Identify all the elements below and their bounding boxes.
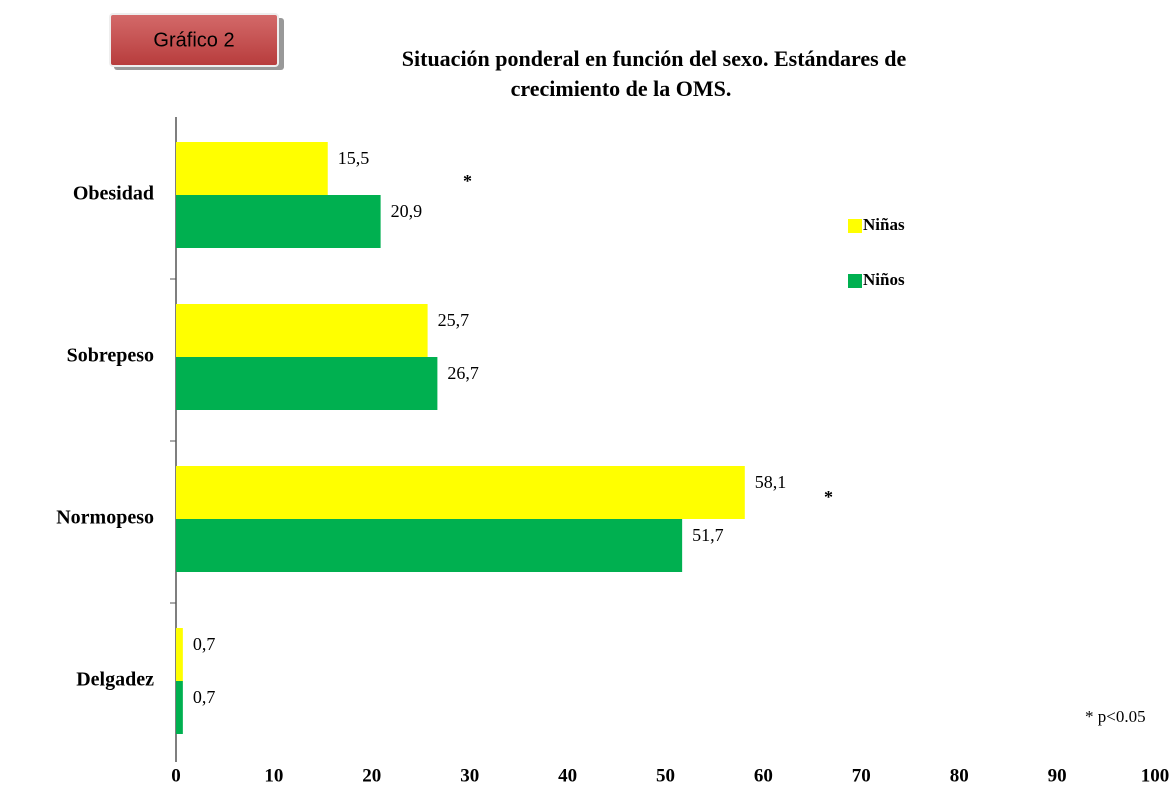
bar	[176, 142, 328, 195]
value-label: 0,7	[193, 687, 216, 707]
bar	[176, 466, 745, 519]
badge	[109, 13, 279, 67]
x-tick-label: 90	[1048, 765, 1067, 786]
value-label: 51,7	[692, 525, 724, 545]
x-tick-label: 30	[460, 765, 479, 786]
x-tick-label: 40	[558, 765, 577, 786]
bar	[176, 304, 428, 357]
x-tick-label: 70	[852, 765, 871, 786]
value-label: 58,1	[755, 472, 787, 492]
chart-title: crecimiento de la OMS.	[511, 76, 732, 101]
annotation: *	[463, 171, 472, 191]
chart-title: Situación ponderal en función del sexo. …	[402, 46, 907, 71]
y-tick-label: Normopeso	[56, 507, 154, 529]
bar	[176, 519, 683, 572]
bar	[176, 357, 438, 410]
legend-swatch	[848, 274, 862, 288]
legend-label: Niñas	[863, 215, 905, 234]
y-tick-label: Sobrepeso	[67, 345, 154, 367]
badge-text: Gráfico 2	[153, 29, 234, 51]
legend-label: Niños	[863, 270, 905, 289]
value-label: 15,5	[338, 148, 370, 168]
value-label: 25,7	[438, 310, 470, 330]
x-tick-label: 100	[1141, 765, 1169, 786]
bar	[176, 195, 381, 248]
bar	[176, 681, 183, 734]
x-tick-label: 10	[264, 765, 283, 786]
x-tick-label: 20	[362, 765, 381, 786]
legend-swatch	[848, 219, 862, 233]
annotation: *	[824, 487, 833, 507]
value-label: 26,7	[447, 363, 479, 383]
y-tick-label: Delgadez	[76, 669, 154, 691]
x-tick-label: 60	[754, 765, 773, 786]
y-tick-label: Obesidad	[73, 183, 154, 205]
x-tick-label: 80	[950, 765, 969, 786]
value-label: 0,7	[193, 634, 216, 654]
x-tick-label: 0	[171, 765, 181, 786]
x-tick-label: 50	[656, 765, 675, 786]
annotation: * p<0.05	[1085, 707, 1146, 726]
value-label: 20,9	[391, 201, 423, 221]
bar	[176, 628, 183, 681]
